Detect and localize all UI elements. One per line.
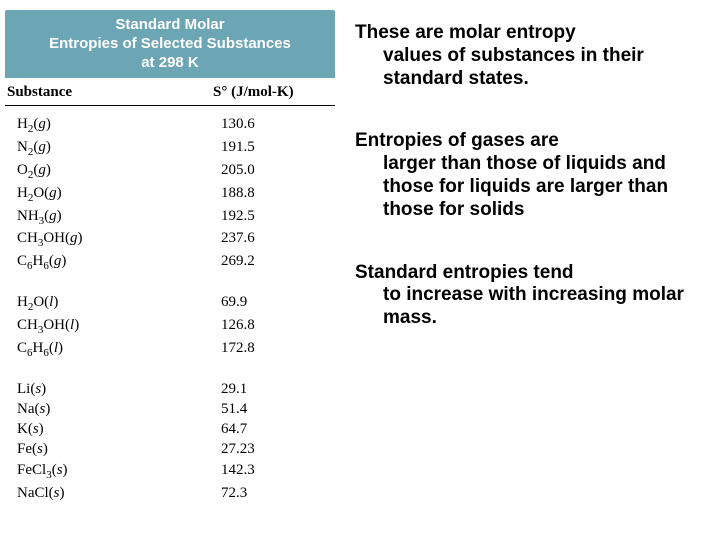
substance-cell: NH3(g) xyxy=(7,206,213,229)
note-2: Entropies of gases are larger than those… xyxy=(355,130,690,221)
value-cell: 172.8 xyxy=(213,338,333,361)
value-cell: 126.8 xyxy=(213,315,333,338)
table-row: NaCl(s)72.3 xyxy=(5,483,335,503)
substance-cell: H2(g) xyxy=(7,114,213,137)
table-body: H2(g)130.6N2(g)191.5O2(g)205.0H2O(g)188.… xyxy=(5,106,335,513)
note-1-first: These are molar entropy xyxy=(355,22,576,43)
column-headers: Substance S° (J/mol-K) xyxy=(5,84,335,106)
substance-cell: FeCl3(s) xyxy=(7,460,213,483)
value-cell: 130.6 xyxy=(213,114,333,137)
note-3-rest: to increase with increasing molar mass. xyxy=(355,284,690,330)
substance-cell: N2(g) xyxy=(7,137,213,160)
col-substance-header: Substance xyxy=(7,84,213,101)
table-row: C6H6(g)269.2 xyxy=(5,251,335,274)
value-cell: 191.5 xyxy=(213,137,333,160)
value-cell: 192.5 xyxy=(213,206,333,229)
note-1: These are molar entropy values of substa… xyxy=(355,22,690,90)
table-row: Fe(s)27.23 xyxy=(5,439,335,459)
substance-cell: NaCl(s) xyxy=(7,483,213,503)
table-row: CH3OH(g)237.6 xyxy=(5,228,335,251)
table-row: N2(g)191.5 xyxy=(5,137,335,160)
table-row: H2O(l)69.9 xyxy=(5,292,335,315)
substance-cell: O2(g) xyxy=(7,160,213,183)
substance-cell: Li(s) xyxy=(7,379,213,399)
entropy-table: Standard Molar Entropies of Selected Sub… xyxy=(0,0,335,540)
substance-cell: K(s) xyxy=(7,419,213,439)
substance-cell: Na(s) xyxy=(7,399,213,419)
table-row: H2(g)130.6 xyxy=(5,114,335,137)
substance-cell: Fe(s) xyxy=(7,439,213,459)
substance-cell: C6H6(l) xyxy=(7,338,213,361)
notes-column: These are molar entropy values of substa… xyxy=(335,0,720,540)
note-2-rest: larger than those of liquids and those f… xyxy=(355,153,690,221)
table-title-line1: Standard Molar xyxy=(115,16,224,33)
substance-cell: H2O(g) xyxy=(7,183,213,206)
value-cell: 27.23 xyxy=(213,439,333,459)
note-3: Standard entropies tend to increase with… xyxy=(355,262,690,330)
value-cell: 269.2 xyxy=(213,251,333,274)
table-row: H2O(g)188.8 xyxy=(5,183,335,206)
value-cell: 205.0 xyxy=(213,160,333,183)
table-title-line2: Entropies of Selected Substances xyxy=(49,35,291,52)
table-row: NH3(g)192.5 xyxy=(5,206,335,229)
table-title-line3: at 298 K xyxy=(141,54,199,71)
table-row: Na(s)51.4 xyxy=(5,399,335,419)
substance-cell: CH3OH(l) xyxy=(7,315,213,338)
value-cell: 188.8 xyxy=(213,183,333,206)
table-row: K(s)64.7 xyxy=(5,419,335,439)
substance-cell: C6H6(g) xyxy=(7,251,213,274)
table-row: Li(s)29.1 xyxy=(5,379,335,399)
substance-cell: H2O(l) xyxy=(7,292,213,315)
table-title: Standard Molar Entropies of Selected Sub… xyxy=(5,10,335,78)
data-group: Li(s)29.1Na(s)51.4K(s)64.7Fe(s)27.23FeCl… xyxy=(5,371,335,513)
value-cell: 72.3 xyxy=(213,483,333,503)
note-1-rest: values of substances in their standard s… xyxy=(355,45,690,91)
note-3-first: Standard entropies tend xyxy=(355,262,574,283)
substance-cell: CH3OH(g) xyxy=(7,228,213,251)
table-row: CH3OH(l)126.8 xyxy=(5,315,335,338)
table-row: O2(g)205.0 xyxy=(5,160,335,183)
value-cell: 51.4 xyxy=(213,399,333,419)
col-value-header: S° (J/mol-K) xyxy=(213,84,333,101)
table-row: FeCl3(s)142.3 xyxy=(5,460,335,483)
value-cell: 69.9 xyxy=(213,292,333,315)
note-2-first: Entropies of gases are xyxy=(355,130,559,151)
data-group: H2(g)130.6N2(g)191.5O2(g)205.0H2O(g)188.… xyxy=(5,106,335,284)
table-row: C6H6(l)172.8 xyxy=(5,338,335,361)
data-group: H2O(l)69.9CH3OH(l)126.8C6H6(l)172.8 xyxy=(5,284,335,371)
value-cell: 142.3 xyxy=(213,460,333,483)
value-cell: 237.6 xyxy=(213,228,333,251)
value-cell: 29.1 xyxy=(213,379,333,399)
value-cell: 64.7 xyxy=(213,419,333,439)
